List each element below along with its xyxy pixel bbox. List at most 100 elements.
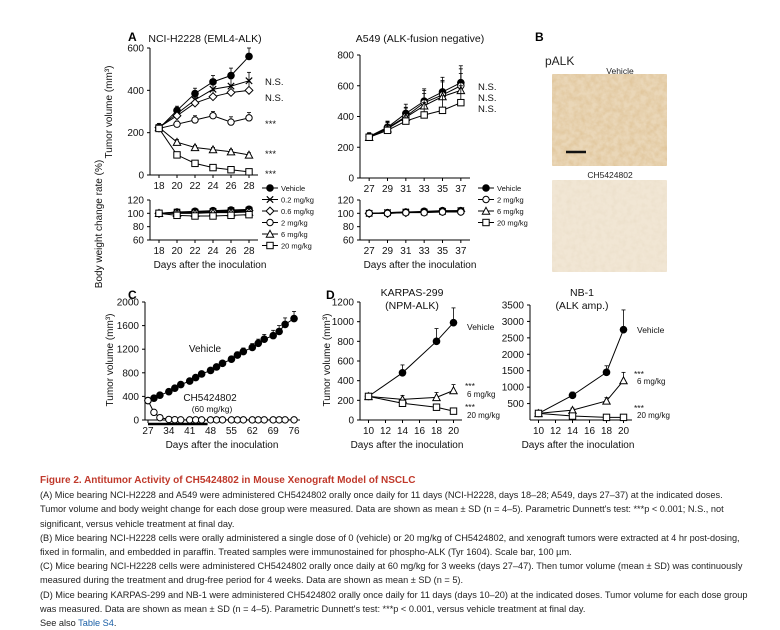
a1-legend-item	[262, 195, 278, 204]
C-point	[275, 416, 283, 424]
A1-point	[190, 142, 200, 152]
D1-point	[432, 403, 441, 411]
a1-legend-marker	[266, 184, 274, 192]
A1bw-y-tick-label: 60	[133, 236, 145, 247]
A1bw-x-tick-label: 20	[171, 246, 183, 257]
D2-point	[601, 396, 612, 405]
A1bw-x-tick-label: 26	[225, 246, 237, 257]
A1-series-line-0	[158, 56, 250, 129]
a1-annotation: N.S.	[265, 93, 283, 104]
A1bw-y-tick-label: 100	[127, 209, 144, 220]
D2-point	[602, 368, 611, 377]
D1-point	[431, 392, 442, 402]
D1-series-line-1	[368, 390, 454, 400]
C-point	[254, 339, 263, 348]
panel-label-b: B	[535, 30, 544, 44]
A1-point	[244, 85, 254, 95]
D2-point	[619, 413, 628, 422]
caption-see-also: See also Table S4.	[40, 616, 750, 630]
caption-a: (A) Mice bearing NCI-H2228 and A549 were…	[40, 490, 724, 529]
c-xlabel: Days after the inoculation	[166, 440, 279, 451]
a1-legend-marker	[266, 241, 274, 250]
C-x-tick-label: 27	[142, 426, 154, 437]
a1-legend-label: 0.2 mg/kg	[281, 196, 314, 205]
A1-series-line-5	[158, 128, 250, 173]
see-also-end: .	[113, 618, 117, 629]
A1-point	[155, 124, 163, 133]
C-point	[239, 416, 248, 424]
a1-legend-label: 2 mg/kg	[281, 219, 308, 228]
A1-point	[208, 92, 218, 102]
A2-y-tick-label: 400	[337, 112, 354, 123]
D1-point	[432, 337, 441, 346]
A1-y-tick-label: 400	[127, 86, 144, 97]
C-point	[218, 416, 227, 424]
d2-annotation: ***	[634, 369, 645, 379]
D2-x-tick-label: 16	[584, 426, 596, 437]
A2bw-point	[383, 209, 392, 218]
D2-point	[619, 325, 628, 334]
a1-annotation: ***	[265, 119, 276, 130]
a2-legend-marker	[481, 206, 491, 215]
a2-legend-marker	[482, 184, 490, 192]
A2bw-point	[438, 208, 447, 216]
D2-chart	[527, 304, 632, 423]
d1-subtitle: (NPM-ALK)	[385, 300, 439, 312]
A2bw-x-tick-label: 29	[382, 246, 394, 257]
A1-point	[245, 52, 253, 61]
a2-annotation: N.S.	[478, 82, 496, 93]
C-point	[186, 416, 194, 424]
A1-point	[209, 163, 217, 172]
A2-point	[420, 111, 428, 119]
D1-x-tick-label: 14	[397, 426, 409, 437]
D1-point	[398, 399, 407, 407]
D1-y-tick-label: 800	[337, 337, 354, 348]
A2-point	[438, 106, 447, 115]
micrograph-vehicle	[552, 74, 667, 166]
D1-y-tick-label: 1200	[332, 298, 355, 309]
D2-y-tick-label: 1000	[502, 383, 525, 394]
table-s4-link[interactable]: Table S4	[78, 618, 114, 629]
A2-point	[402, 117, 410, 125]
A2bw-point	[402, 208, 410, 217]
A2bw-y-tick-label: 80	[343, 222, 355, 233]
D2-y-tick-label: 2000	[502, 350, 525, 361]
d1-ylabel: Tumor volume (mm³)	[322, 314, 333, 407]
D2-series-line-0	[538, 329, 624, 414]
C-point	[156, 391, 164, 400]
A1-point	[245, 77, 253, 85]
d2-label-6mg: 6 mg/kg	[637, 377, 665, 386]
a2bw-xlabel: Days after the inoculation	[364, 260, 477, 271]
D1-point	[449, 407, 458, 415]
A2-x-tick-label: 33	[419, 184, 431, 195]
d1-annotation: ***	[465, 381, 476, 391]
A2bw-point	[420, 208, 428, 217]
C-point	[260, 416, 268, 424]
D2-x-tick-label: 10	[533, 426, 545, 437]
A1-point	[191, 159, 199, 168]
A1-point	[209, 85, 217, 93]
A2bw-y-tick-label: 120	[337, 196, 354, 207]
micrograph-ch5424802	[552, 180, 667, 272]
C-point	[269, 416, 277, 424]
D1-y-tick-label: 200	[337, 396, 354, 407]
C-point	[177, 416, 185, 424]
C-point	[191, 373, 200, 382]
A2-y-tick-label: 0	[348, 174, 354, 185]
palk-label: pALK	[545, 54, 575, 68]
D1-series-line-0	[368, 322, 454, 397]
C-point	[233, 416, 242, 424]
C-point	[212, 363, 221, 371]
A1-series-line-2	[158, 89, 250, 128]
a2-legend-item	[478, 218, 494, 227]
D1-series-line-2	[368, 395, 454, 412]
d2-xlabel: Days after the inoculation	[522, 440, 635, 451]
a1-ylabel: Tumor volume (mm³)	[104, 66, 115, 159]
A1bw-point	[209, 212, 217, 220]
C-point	[171, 384, 179, 392]
D2-y-tick-label: 3000	[502, 317, 525, 328]
A2bw-y-tick-label: 100	[337, 209, 354, 220]
D2-y-tick-label: 500	[507, 399, 524, 410]
C-point	[197, 370, 206, 378]
A1-point	[172, 111, 182, 121]
